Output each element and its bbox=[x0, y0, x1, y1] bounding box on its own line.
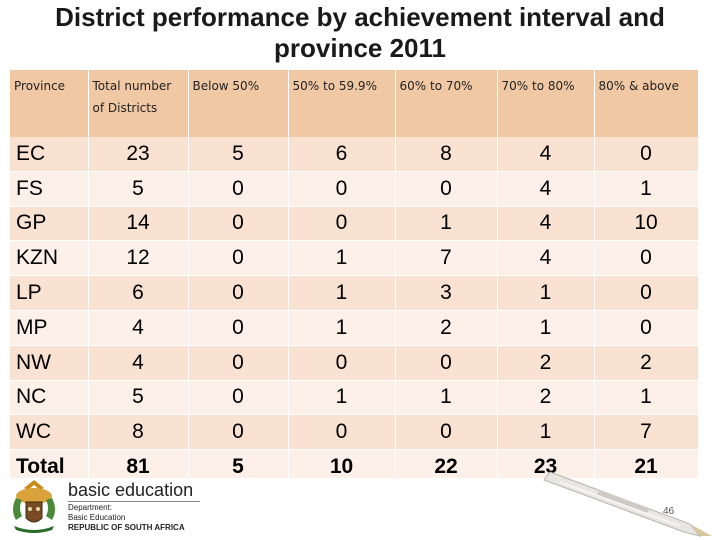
province-cell: NC bbox=[10, 380, 89, 416]
table-row: GP 14 0 0 1 4 10 bbox=[10, 206, 699, 242]
value-cell: 6 bbox=[288, 137, 396, 172]
province-cell: LP bbox=[10, 275, 89, 311]
value-cell: 3 bbox=[395, 275, 498, 311]
value-cell: 1 bbox=[288, 240, 396, 277]
value-cell: 0 bbox=[188, 414, 289, 451]
table-row: NC 5 0 1 1 2 1 bbox=[10, 380, 699, 416]
value-cell: 1 bbox=[288, 380, 396, 416]
province-cell: MP bbox=[10, 310, 89, 346]
value-cell: 2 bbox=[497, 380, 595, 416]
value-cell: 1 bbox=[288, 310, 396, 346]
value-cell: 12 bbox=[88, 240, 189, 277]
department-block: Department: Basic Education REPUBLIC OF … bbox=[68, 503, 185, 533]
value-cell: 1 bbox=[594, 380, 699, 416]
value-cell: 8 bbox=[395, 137, 498, 172]
value-cell: 4 bbox=[497, 137, 595, 172]
dept-line-1: Department: bbox=[68, 503, 113, 512]
value-cell: 4 bbox=[497, 240, 595, 277]
performance-table: Province Total number of Districts Below… bbox=[10, 70, 699, 485]
value-cell: 7 bbox=[395, 240, 498, 277]
value-cell: 0 bbox=[395, 414, 498, 451]
fountain-pen-icon bbox=[543, 471, 712, 537]
value-cell: 1 bbox=[497, 310, 595, 346]
brand-divider bbox=[68, 501, 200, 502]
value-cell: 5 bbox=[88, 171, 189, 207]
value-cell: 4 bbox=[88, 310, 189, 346]
value-cell: 0 bbox=[288, 171, 396, 207]
footer-bar bbox=[0, 478, 720, 540]
value-cell: 4 bbox=[497, 206, 595, 242]
table-row: MP 4 0 1 2 1 0 bbox=[10, 310, 699, 346]
table-row: WC 8 0 0 0 1 7 bbox=[10, 414, 699, 451]
value-cell: 0 bbox=[288, 414, 396, 451]
value-cell: 0 bbox=[188, 275, 289, 311]
header-60-70: 60% to 70% bbox=[395, 70, 498, 137]
value-cell: 0 bbox=[188, 310, 289, 346]
table-header-row: Province Total number of Districts Below… bbox=[10, 70, 699, 137]
value-cell: 4 bbox=[88, 345, 189, 381]
value-cell: 1 bbox=[594, 171, 699, 207]
value-cell: 0 bbox=[395, 171, 498, 207]
value-cell: 0 bbox=[188, 206, 289, 242]
province-cell: GP bbox=[10, 206, 89, 242]
value-cell: 1 bbox=[497, 275, 595, 311]
dept-line-3: REPUBLIC OF SOUTH AFRICA bbox=[68, 523, 185, 532]
value-cell: 8 bbox=[88, 414, 189, 451]
value-cell: 14 bbox=[88, 206, 189, 242]
value-cell: 0 bbox=[188, 380, 289, 416]
table-row: FS 5 0 0 0 4 1 bbox=[10, 171, 699, 207]
value-cell: 2 bbox=[594, 345, 699, 381]
header-total-districts: Total number of Districts bbox=[88, 70, 189, 137]
value-cell: 10 bbox=[594, 206, 699, 242]
value-cell: 1 bbox=[395, 206, 498, 242]
value-cell: 7 bbox=[594, 414, 699, 451]
province-cell: WC bbox=[10, 414, 89, 451]
value-cell: 0 bbox=[188, 345, 289, 381]
header-below-50: Below 50% bbox=[188, 70, 289, 137]
value-cell: 2 bbox=[497, 345, 595, 381]
value-cell: 5 bbox=[188, 137, 289, 172]
province-cell: EC bbox=[10, 137, 89, 172]
value-cell: 0 bbox=[594, 137, 699, 172]
value-cell: 5 bbox=[88, 380, 189, 416]
value-cell: 0 bbox=[288, 206, 396, 242]
value-cell: 2 bbox=[395, 310, 498, 346]
value-cell: 0 bbox=[594, 310, 699, 346]
table-row: EC 23 5 6 8 4 0 bbox=[10, 137, 699, 172]
value-cell: 1 bbox=[395, 380, 498, 416]
value-cell: 0 bbox=[395, 345, 498, 381]
header-50-59: 50% to 59.9% bbox=[288, 70, 396, 137]
value-cell: 1 bbox=[497, 414, 595, 451]
value-cell: 0 bbox=[594, 240, 699, 277]
header-70-80: 70% to 80% bbox=[497, 70, 595, 137]
table-row: LP 6 0 1 3 1 0 bbox=[10, 275, 699, 311]
province-cell: KZN bbox=[10, 240, 89, 277]
header-province: Province bbox=[10, 70, 89, 137]
slide-title: District performance by achievement inte… bbox=[55, 2, 665, 63]
value-cell: 0 bbox=[188, 171, 289, 207]
header-80-above: 80% & above bbox=[594, 70, 699, 137]
value-cell: 0 bbox=[288, 345, 396, 381]
value-cell: 0 bbox=[188, 240, 289, 277]
table-row: NW 4 0 0 0 2 2 bbox=[10, 345, 699, 381]
page-number: 46 bbox=[663, 506, 675, 517]
brand-name: basic education bbox=[68, 480, 194, 500]
value-cell: 0 bbox=[594, 275, 699, 311]
coat-of-arms-icon bbox=[13, 480, 55, 533]
value-cell: 1 bbox=[288, 275, 396, 311]
province-cell: NW bbox=[10, 345, 89, 381]
value-cell: 23 bbox=[88, 137, 189, 172]
value-cell: 4 bbox=[497, 171, 595, 207]
province-cell: FS bbox=[10, 171, 89, 207]
table-row: KZN 12 0 1 7 4 0 bbox=[10, 240, 699, 277]
value-cell: 6 bbox=[88, 275, 189, 311]
dept-line-2: Basic Education bbox=[68, 513, 126, 522]
